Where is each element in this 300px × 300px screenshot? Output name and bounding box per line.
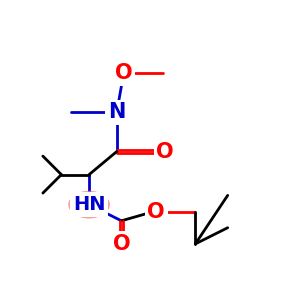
- Text: O: O: [112, 234, 130, 254]
- Text: O: O: [115, 63, 133, 83]
- Text: HN: HN: [73, 195, 105, 214]
- Ellipse shape: [68, 191, 110, 218]
- Text: N: N: [108, 102, 125, 122]
- Text: O: O: [157, 142, 174, 161]
- Text: O: O: [147, 202, 165, 222]
- Ellipse shape: [110, 233, 133, 255]
